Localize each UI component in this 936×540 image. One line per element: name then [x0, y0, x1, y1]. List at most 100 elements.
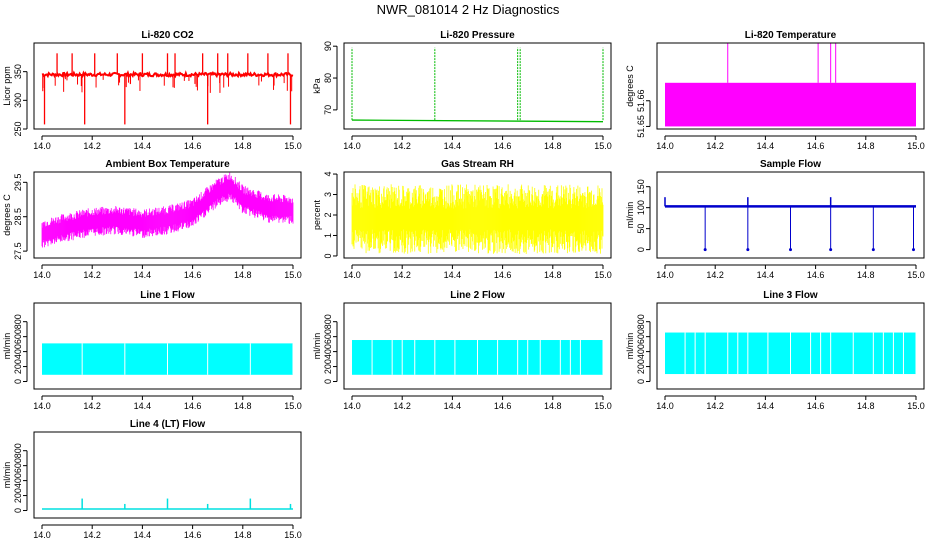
line4-x-tick-label: 15.0 — [284, 530, 302, 540]
rh-y-tick-label: 2 — [323, 212, 333, 217]
sample-flow-x-tick-label: 14.8 — [857, 270, 875, 280]
line4-y-tick-label: 200 — [13, 488, 23, 503]
line3-y-tick-label: 400 — [636, 344, 646, 359]
licor-temp-x-tick-label: 14.6 — [807, 141, 825, 151]
line2-x-tick-label: 14.8 — [544, 401, 562, 411]
line1-series — [42, 343, 294, 375]
sample-flow-x-tick-label: 14.0 — [656, 270, 674, 280]
line3-series — [665, 332, 917, 375]
co2-line — [41, 69, 294, 79]
sample-flow-dip-point — [911, 248, 915, 252]
co2-panel: Li-820 CO2 Licor ppm 14.0 14.2 14.4 14.6 14.8 1… — [2, 30, 302, 151]
pressure-x-tick-label: 14.2 — [393, 141, 411, 151]
line1-x-tick-label: 15.0 — [284, 401, 302, 411]
ambient-temp-panel: Ambient Box Temperature degrees C 14.0 14.2… — [2, 159, 302, 280]
sample-flow-x-tick-label: 15.0 — [907, 270, 925, 280]
line1-ylabel: ml/min — [2, 333, 12, 360]
licor-temp-title: Li-820 Temperature — [745, 30, 837, 41]
line3-x-tick-label: 15.0 — [907, 401, 925, 411]
co2-y-tick-label: 350 — [13, 64, 23, 79]
rh-y-tick-label: 1 — [323, 233, 333, 238]
line2-x-tick-label: 14.2 — [393, 401, 411, 411]
line1-y-tick-label: 0 — [13, 379, 23, 384]
pressure-x-tick-label: 15.0 — [594, 141, 612, 151]
line3-frame — [656, 302, 925, 390]
rh-series — [351, 184, 604, 254]
line3-y-tick-label: 200 — [636, 359, 646, 374]
rh-x-tick-label: 14.8 — [544, 270, 562, 280]
rh-x-tick-label: 14.6 — [494, 270, 512, 280]
rh-y-tick-label: 0 — [323, 253, 333, 258]
line3-panel: Line 3 Flow ml/min 14.0 14.2 14.4 14.6 14.8 15.… — [625, 290, 925, 411]
licor-temp-series — [665, 43, 916, 127]
line4-panel: Line 4 (LT) Flow ml/min 14.0 14.2 14.4 14.6 14… — [2, 419, 302, 540]
co2-x-tick-label: 14.8 — [234, 141, 252, 151]
sample-flow-dip-point — [871, 248, 875, 252]
licor-temp-x-tick-label: 14.4 — [757, 141, 775, 151]
pressure-panel: Li-820 Pressure kPa 14.0 14.2 14.4 14.6 14.8 15… — [312, 30, 612, 151]
line4-y-tick-label: 600 — [13, 458, 23, 473]
line1-y-tick-label: 200 — [13, 359, 23, 374]
line2-series — [352, 340, 604, 375]
line4-title: Line 4 (LT) Flow — [130, 419, 206, 430]
ambient-temp-y-tick-label: 27.5 — [13, 242, 23, 260]
ambient-temp-x-tick-label: 14.8 — [234, 270, 252, 280]
line4-x-tick-label: 14.8 — [234, 530, 252, 540]
line3-x-tick-label: 14.6 — [807, 401, 825, 411]
ambient-temp-series — [41, 172, 294, 248]
sample-flow-dip-point — [789, 248, 792, 252]
line2-y-tick-label: 600 — [323, 329, 333, 344]
pressure-x-tick-label: 14.0 — [343, 141, 361, 151]
line4-y-tick-label: 0 — [13, 508, 23, 513]
line4-series — [42, 498, 293, 510]
line2-x-tick-label: 14.6 — [494, 401, 512, 411]
sample-flow-y-tick-label: 50 — [636, 224, 646, 234]
licor-temp-x-tick-label: 14.2 — [706, 141, 724, 151]
licor-temp-y-tick-label: 51.65 — [636, 115, 646, 138]
co2-x-tick-label: 14.4 — [134, 141, 152, 151]
rh-panel: Gas Stream RH percent 14.0 14.2 14.4 14.6 14.8… — [312, 159, 612, 280]
line3-x-tick-label: 14.8 — [857, 401, 875, 411]
line4-x-tick-label: 14.6 — [184, 530, 202, 540]
line1-x-tick-label: 14.6 — [184, 401, 202, 411]
line2-y-tick-label: 400 — [323, 344, 333, 359]
licor-temp-x-tick-label: 14.0 — [656, 141, 674, 151]
line1-x-tick-label: 14.8 — [234, 401, 252, 411]
pressure-ylabel: kPa — [312, 78, 322, 94]
rh-frame — [343, 171, 612, 259]
rh-x-tick-label: 14.4 — [444, 270, 462, 280]
co2-ylabel: Licor ppm — [2, 66, 12, 106]
rh-y-tick-label: 3 — [323, 192, 333, 197]
panel-grid: Li-820 CO2 Licor ppm 14.0 14.2 14.4 14.6 14.8 1… — [2, 30, 925, 540]
line2-frame — [343, 302, 612, 390]
line3-y-tick-label: 800 — [636, 314, 646, 329]
sample-flow-series — [664, 197, 916, 252]
sample-flow-title: Sample Flow — [760, 159, 821, 170]
sample-flow-x-tick-label: 14.2 — [706, 270, 724, 280]
line2-title: Line 2 Flow — [450, 290, 505, 301]
line3-x-tick-label: 14.2 — [706, 401, 724, 411]
ambient-temp-x-tick-label: 14.0 — [33, 270, 51, 280]
licor-temp-y-tick-label: 51.66 — [636, 89, 646, 112]
line4-x-tick-label: 14.2 — [83, 530, 101, 540]
pressure-title: Li-820 Pressure — [440, 30, 515, 41]
co2-y-tick-label: 300 — [13, 93, 23, 108]
co2-x-tick-label: 14.2 — [83, 141, 101, 151]
licor-temp-x-tick-label: 15.0 — [907, 141, 925, 151]
line1-y-tick-label: 800 — [13, 314, 23, 329]
sample-flow-y-tick-label: 150 — [636, 179, 646, 194]
ambient-temp-x-tick-label: 15.0 — [284, 270, 302, 280]
line1-y-tick-label: 400 — [13, 344, 23, 359]
licor-temp-band — [665, 82, 916, 127]
pressure-x-tick-label: 14.4 — [444, 141, 462, 151]
pressure-series — [351, 47, 604, 123]
line2-x-tick-label: 14.0 — [343, 401, 361, 411]
line1-x-tick-label: 14.2 — [83, 401, 101, 411]
line2-y-tick-label: 200 — [323, 359, 333, 374]
rh-x-tick-label: 14.2 — [393, 270, 411, 280]
licor-temp-panel: Li-820 Temperature degrees C 14.0 14.2 14.4 1… — [625, 30, 925, 151]
ambient-temp-x-tick-label: 14.6 — [184, 270, 202, 280]
line1-title: Line 1 Flow — [140, 290, 195, 301]
line2-y-tick-label: 0 — [323, 379, 333, 384]
